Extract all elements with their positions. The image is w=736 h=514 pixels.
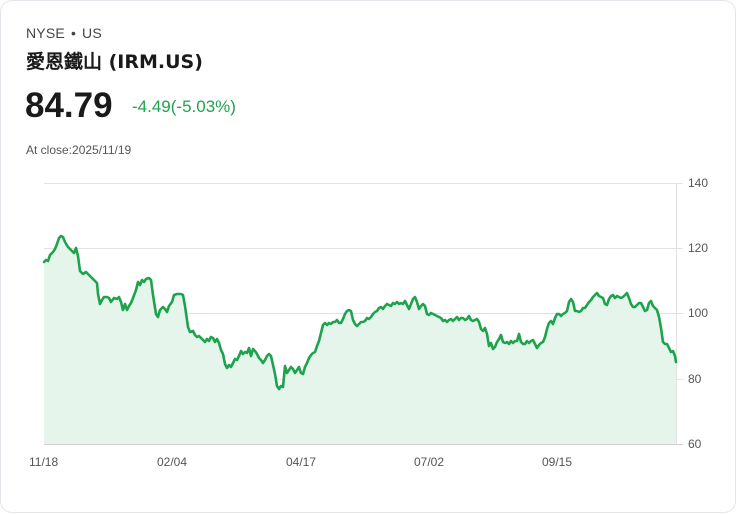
- x-axis-labels: 11/18 02/04 04/17 07/02 09/15: [29, 455, 572, 469]
- region: US: [82, 25, 102, 41]
- x-tick-label: 04/17: [286, 455, 316, 469]
- exchange-line: NYSE • US: [26, 25, 102, 41]
- x-tick-label: 02/04: [157, 455, 187, 469]
- last-price: 84.79: [25, 86, 113, 125]
- stock-title: 愛恩鐵山 (IRM.US): [26, 51, 203, 73]
- separator-dot: •: [70, 25, 77, 41]
- exchange-name: NYSE: [26, 25, 65, 41]
- price-change: -4.49(-5.03%): [132, 97, 236, 116]
- y-tick-140: 140: [688, 176, 708, 190]
- y-tick-100: 100: [688, 306, 708, 320]
- price-line: [42, 234, 678, 391]
- x-tick-label: 09/15: [542, 455, 572, 469]
- y-axis-labels: 140 120 100 80 60: [688, 176, 708, 451]
- y-tick-60: 60: [688, 437, 702, 451]
- y-tick-80: 80: [688, 372, 702, 386]
- price-area-fill: [44, 236, 676, 444]
- y-tick-120: 120: [688, 241, 708, 255]
- x-tick-label: 11/18: [29, 455, 58, 469]
- x-tick-label: 07/02: [414, 455, 444, 469]
- close-date: At close:2025/11/19: [26, 143, 132, 157]
